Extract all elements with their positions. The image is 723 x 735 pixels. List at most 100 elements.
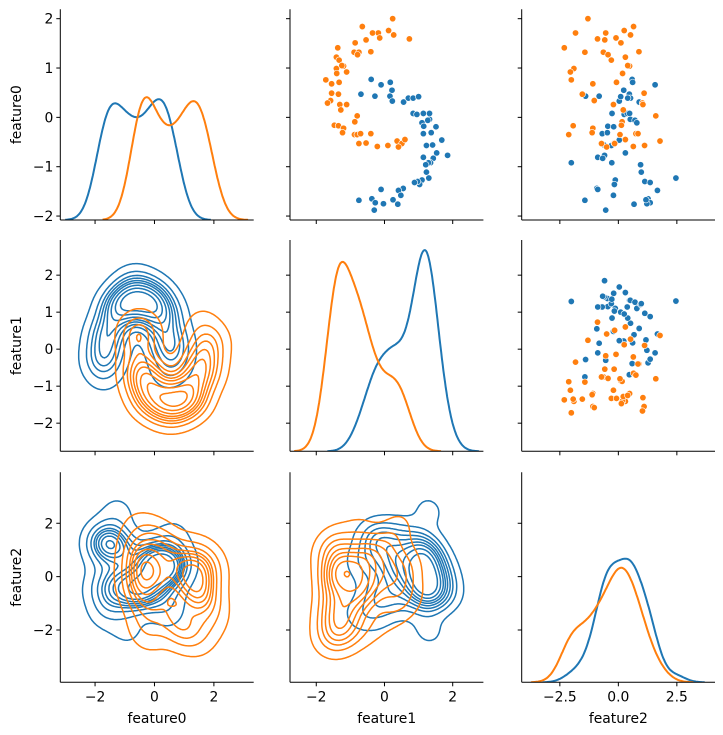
scatter-point bbox=[400, 98, 408, 106]
scatter-point bbox=[617, 93, 625, 101]
scatter-point bbox=[601, 36, 609, 44]
scatter-point bbox=[343, 68, 351, 76]
scatter-point bbox=[334, 90, 342, 98]
scatter-point bbox=[337, 106, 345, 114]
scatter-point bbox=[621, 323, 629, 331]
scatter-point bbox=[609, 191, 617, 199]
kde-contour bbox=[326, 547, 385, 636]
scatter-point bbox=[621, 289, 629, 297]
scatter-point bbox=[646, 355, 654, 363]
scatter-point bbox=[594, 303, 602, 311]
scatter-point bbox=[612, 350, 620, 358]
scatter-point bbox=[595, 339, 603, 347]
scatter-point bbox=[405, 35, 413, 43]
scatter-point bbox=[617, 121, 625, 129]
scatter-point bbox=[376, 34, 384, 42]
scatter-point bbox=[607, 56, 615, 64]
scatter-point bbox=[415, 93, 423, 101]
kde-contour bbox=[126, 324, 219, 425]
scatter-point bbox=[567, 159, 575, 167]
scatter-point bbox=[377, 81, 385, 89]
scatter-point bbox=[608, 159, 616, 167]
scatter-point bbox=[619, 106, 627, 114]
scatter-point bbox=[569, 122, 577, 130]
y-tick-label: 2 bbox=[44, 268, 53, 284]
scatter-point bbox=[333, 69, 341, 77]
scatter-point bbox=[616, 131, 624, 139]
scatter-point bbox=[617, 400, 625, 408]
scatter-point bbox=[617, 39, 625, 47]
scatter-point bbox=[620, 86, 628, 94]
scatter-point bbox=[438, 136, 446, 144]
scatter-point bbox=[578, 395, 586, 403]
scatter-point bbox=[422, 141, 430, 149]
scatter-point bbox=[632, 371, 640, 379]
panel-feature0-vs-feature2 bbox=[560, 15, 680, 214]
scatter-point bbox=[624, 391, 632, 399]
kde-curve bbox=[102, 96, 249, 220]
scatter-point bbox=[397, 191, 405, 199]
scatter-point bbox=[672, 297, 680, 305]
scatter-point bbox=[639, 101, 647, 109]
scatter-point bbox=[609, 386, 617, 394]
scatter-point bbox=[324, 99, 332, 107]
scatter-point bbox=[621, 149, 629, 157]
y-tick-label: 1 bbox=[44, 305, 53, 321]
kde-contour bbox=[133, 548, 210, 604]
scatter-point bbox=[370, 206, 378, 214]
y-tick-label: 1 bbox=[44, 61, 53, 77]
y-tick-label: −2 bbox=[33, 209, 53, 225]
y-tick-label: 0 bbox=[44, 342, 53, 358]
scatter-point bbox=[362, 36, 370, 44]
kde-contour bbox=[135, 553, 208, 599]
scatter-point bbox=[627, 31, 635, 39]
kde-contour bbox=[114, 307, 233, 436]
x-tick-label: −2.5 bbox=[543, 689, 577, 705]
scatter-point bbox=[367, 130, 375, 138]
kde-contour bbox=[129, 333, 216, 422]
kde-contour bbox=[128, 538, 215, 631]
scatter-point bbox=[385, 27, 393, 35]
kde-contour bbox=[375, 536, 449, 607]
scatter-point bbox=[351, 118, 359, 126]
scatter-point bbox=[601, 365, 609, 373]
panel-feature0-vs-feature0 bbox=[65, 96, 249, 220]
y-axis-label: feature0 bbox=[9, 85, 25, 144]
kde-curve bbox=[530, 566, 694, 683]
scatter-point bbox=[355, 140, 363, 148]
scatter-point bbox=[608, 314, 616, 322]
y-axis-label: feature2 bbox=[9, 548, 25, 607]
scatter-point bbox=[373, 142, 381, 150]
kde-contour bbox=[114, 287, 164, 319]
scatter-point bbox=[656, 137, 664, 145]
kde-contour bbox=[113, 512, 231, 658]
x-tick-label: 2 bbox=[209, 689, 218, 705]
scatter-point bbox=[367, 48, 375, 56]
scatter-point bbox=[637, 300, 645, 308]
x-tick-label: 2 bbox=[448, 689, 457, 705]
scatter-point bbox=[429, 141, 437, 149]
scatter-point bbox=[367, 75, 375, 83]
scatter-point bbox=[560, 396, 568, 404]
scatter-point bbox=[588, 129, 596, 137]
scatter-point bbox=[672, 174, 680, 182]
scatter-point bbox=[602, 206, 610, 214]
scatter-point bbox=[594, 349, 602, 357]
x-tick-label: 0.0 bbox=[607, 689, 629, 705]
kde-curve bbox=[294, 260, 442, 452]
panel-feature2-vs-feature2 bbox=[530, 557, 705, 683]
kde-contour bbox=[90, 274, 185, 373]
scatter-point bbox=[639, 394, 647, 402]
scatter-point bbox=[646, 178, 654, 186]
scatter-point bbox=[566, 68, 574, 76]
scatter-point bbox=[357, 90, 365, 98]
scatter-point bbox=[572, 358, 580, 366]
scatter-point bbox=[422, 161, 430, 169]
scatter-point bbox=[624, 62, 632, 70]
scatter-point bbox=[427, 129, 435, 137]
scatter-point bbox=[630, 200, 638, 208]
scatter-point bbox=[630, 23, 638, 31]
scatter-point bbox=[388, 86, 396, 94]
panel-feature1-vs-feature1 bbox=[294, 249, 480, 452]
scatter-point bbox=[634, 360, 642, 368]
